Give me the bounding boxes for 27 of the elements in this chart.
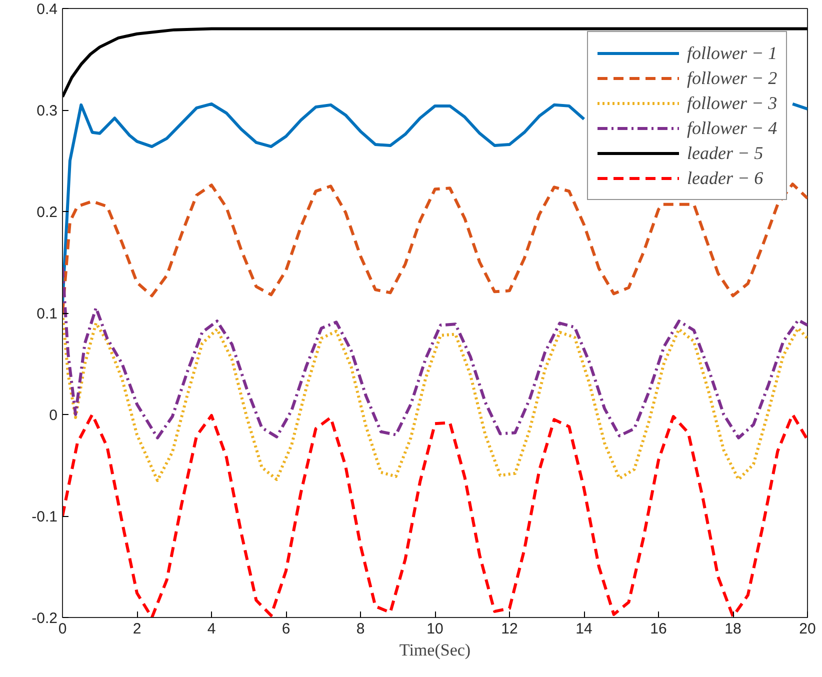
x-tick-label: 20 (799, 620, 816, 638)
y-tick-label: -0.2 (32, 610, 58, 627)
x-axis-title: Time(Sec) (399, 640, 471, 660)
x-tick-label: 16 (650, 620, 667, 638)
x-tick-label: 18 (724, 620, 742, 638)
legend-label: follower − 1 (687, 42, 778, 65)
line-series (62, 266, 808, 440)
y-tick-label: 0 (49, 407, 58, 424)
x-tick-label: 12 (501, 620, 518, 638)
legend-label: leader − 6 (687, 166, 764, 190)
y-tick-label: 0.1 (36, 306, 58, 322)
x-tick-label: 10 (426, 620, 444, 638)
y-tick-label: -0.1 (32, 508, 58, 526)
legend-label: follower − 2 (687, 66, 778, 90)
x-tick-label: 6 (282, 620, 290, 638)
x-tick-label: 2 (132, 620, 142, 638)
line-series (62, 312, 808, 482)
y-tick-label: 0.2 (36, 204, 58, 221)
legend-label: follower − 4 (687, 116, 778, 140)
x-tick-label: 14 (576, 620, 592, 638)
line-series (62, 182, 808, 314)
legend-label: leader − 5 (687, 142, 764, 164)
x-tick-label: 4 (207, 620, 216, 638)
y-tick-label: 0.3 (36, 102, 58, 120)
legend-label: follower − 3 (687, 92, 778, 115)
y-tick-label: 0.4 (36, 1, 58, 18)
x-tick-label: 8 (356, 620, 365, 638)
